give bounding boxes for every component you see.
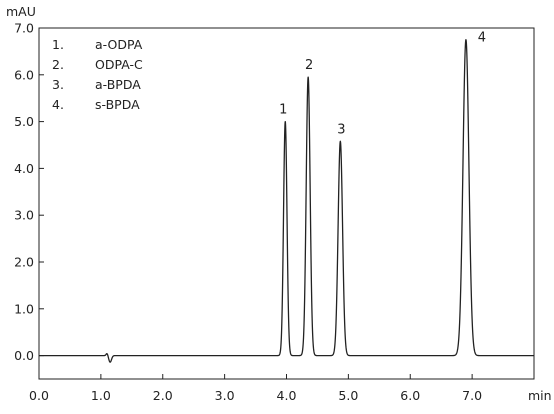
y-tick-label: 6.0	[14, 67, 34, 82]
y-tick-label: 4.0	[14, 161, 34, 176]
peak-label-2: 2	[305, 58, 313, 73]
x-tick-label: 7.0	[462, 388, 482, 403]
x-tick-label: 5.0	[338, 388, 358, 403]
y-tick-label: 3.0	[14, 208, 34, 223]
x-tick-label: 3.0	[215, 388, 235, 403]
peak-label-3: 3	[337, 122, 345, 137]
y-unit-label: mAU	[6, 4, 36, 19]
chromatogram-trace	[38, 39, 535, 363]
peak-label-4: 4	[478, 31, 486, 46]
y-tick-label: 0.0	[14, 348, 34, 363]
legend-entry-name: ODPA-C	[95, 57, 143, 72]
y-tick-label: 5.0	[14, 114, 34, 129]
x-tick-label: 0.0	[29, 388, 49, 403]
peak-labels: 1 2 3 4	[279, 31, 486, 138]
y-tick-label: 7.0	[14, 21, 34, 36]
x-unit-label: min	[528, 388, 552, 403]
legend-number: 1.	[52, 37, 64, 52]
legend-number: 3.	[52, 77, 64, 92]
y-tick-label: 1.0	[14, 301, 34, 316]
x-tick-label: 6.0	[400, 388, 420, 403]
x-tick-label: 2.0	[153, 388, 173, 403]
x-tick-label: 1.0	[91, 388, 111, 403]
legend-entry-name: a-ODPA	[95, 37, 143, 52]
y-tick-label: 2.0	[14, 255, 34, 270]
legend: 1. a-ODPA 2. ODPA-C 3. a-BPDA 4. s-BPDA	[52, 37, 143, 112]
x-tick-label: 4.0	[277, 388, 297, 403]
x-axis-ticks: 0.0 1.0 2.0 3.0 4.0 5.0 6.0 7.0	[29, 374, 482, 403]
peak-label-1: 1	[279, 103, 287, 118]
legend-number: 2.	[52, 57, 64, 72]
legend-number: 4.	[52, 97, 64, 112]
legend-entry-name: s-BPDA	[95, 97, 140, 112]
y-axis-ticks: 0.0 1.0 2.0 3.0 4.0 5.0 6.0 7.0	[14, 21, 44, 363]
legend-entry-name: a-BPDA	[95, 77, 141, 92]
